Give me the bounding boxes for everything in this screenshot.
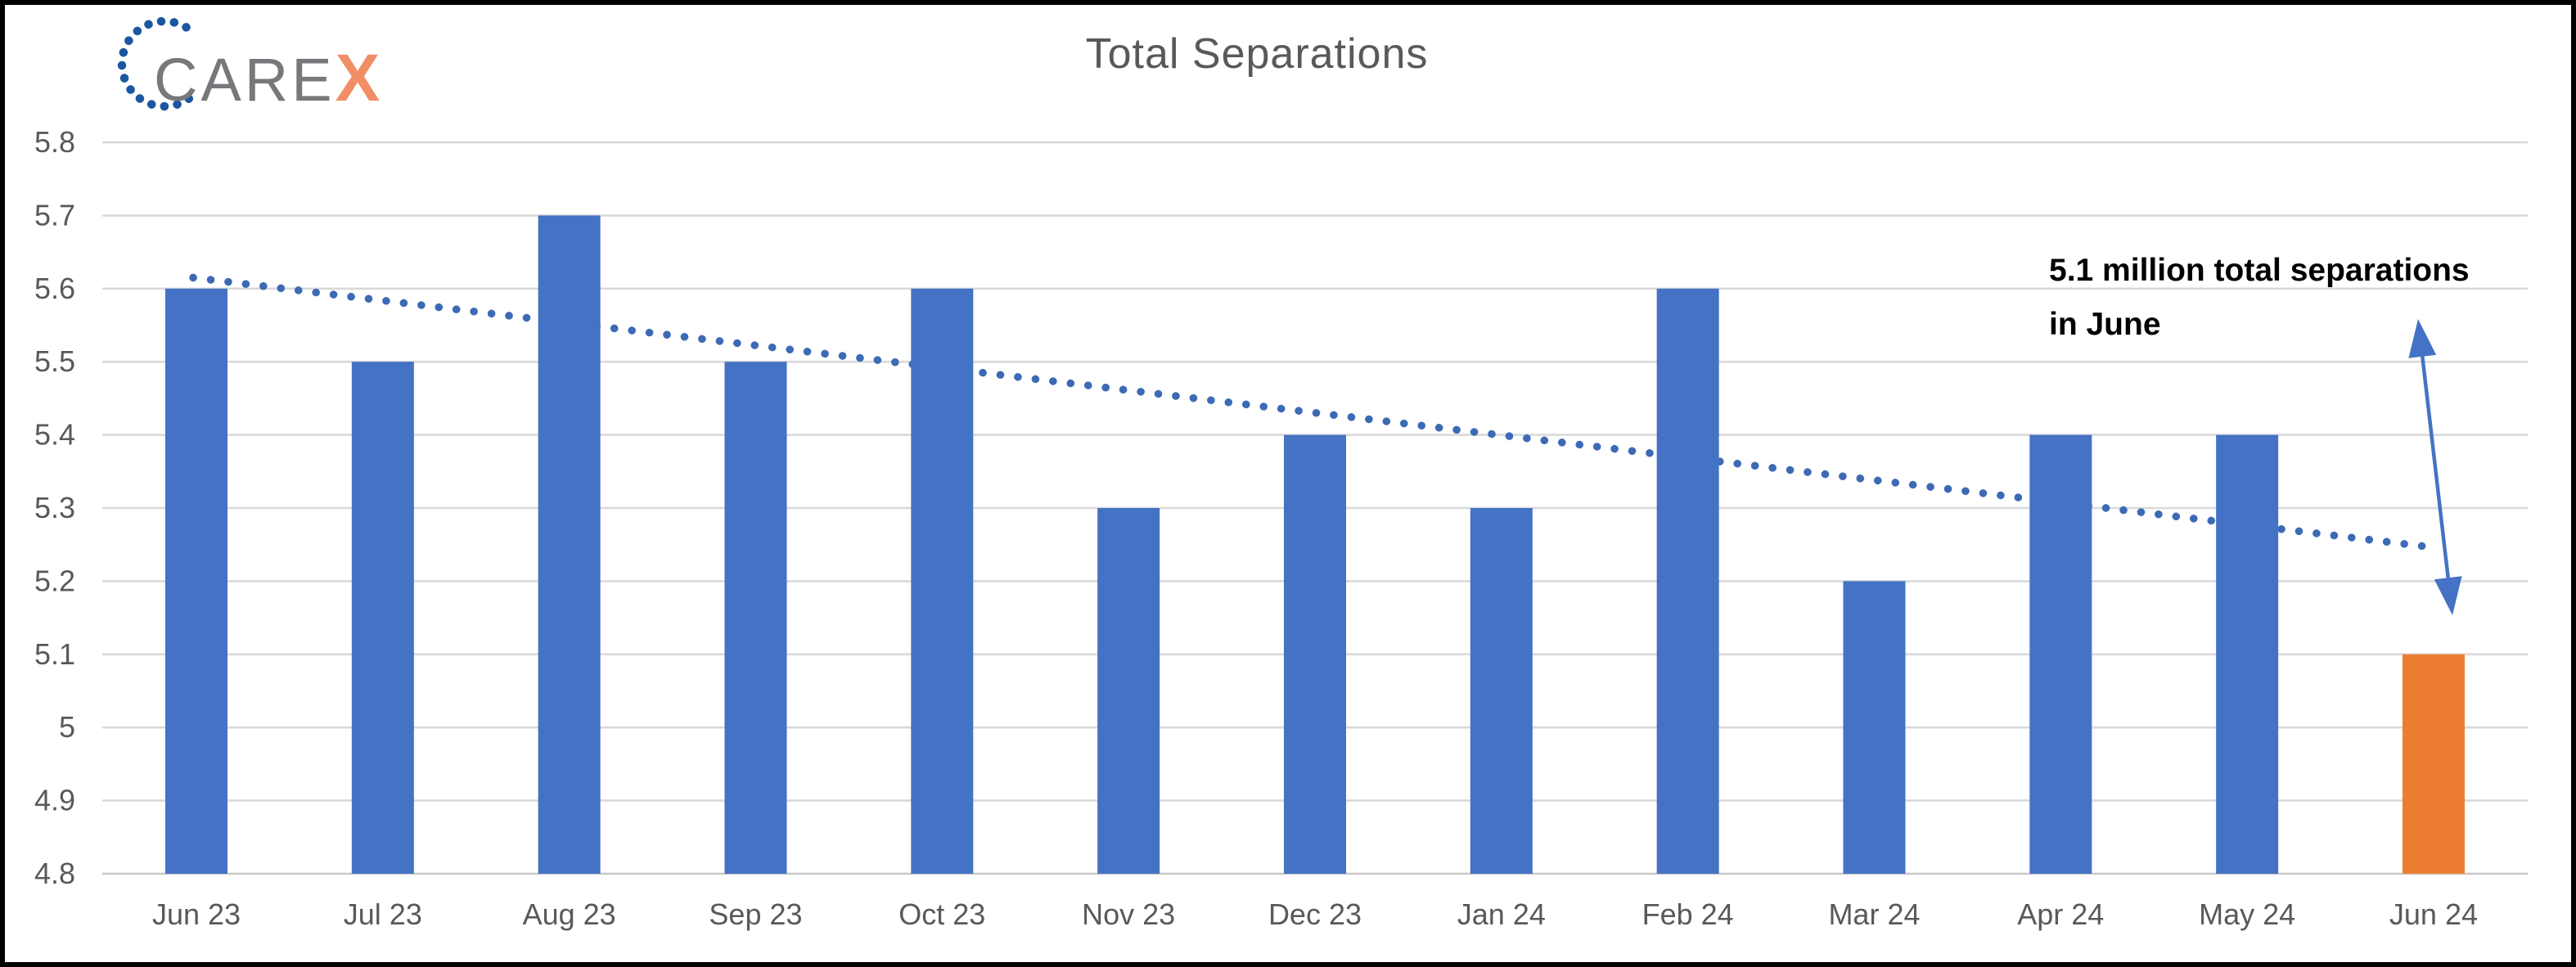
carex-logo: CAREX: [111, 10, 496, 124]
bar-mar-24: [1843, 581, 1906, 874]
bar-apr-24: [2029, 434, 2092, 874]
y-tick-label-5.4: 5.4: [34, 418, 75, 452]
y-tick-label-4.9: 4.9: [34, 784, 75, 817]
y-tick-label-5.7: 5.7: [34, 198, 75, 232]
total-separations-bar-chart: 4.8 4.9 5 5.1 5.2 5.3 5.4 5.5 5.6 5.7 5.8 Jun 23 Jul…: [34, 125, 2528, 931]
x-label-feb-24: Feb 24: [1642, 897, 1734, 931]
callout-arrow-shaft: [2421, 356, 2450, 578]
x-label-dec-23: Dec 23: [1268, 897, 1362, 931]
bar-feb-24: [1656, 288, 1719, 874]
x-label-sep-23: Sep 23: [709, 897, 802, 931]
y-tick-label-5.5: 5.5: [34, 344, 75, 378]
logo-x-text: X: [335, 41, 381, 115]
y-tick-label-5.2: 5.2: [34, 564, 75, 597]
x-label-jan-24: Jan 24: [1457, 897, 1546, 931]
annotation-line2: in June: [2049, 307, 2161, 342]
bar-may-24: [2216, 434, 2279, 874]
x-label-aug-23: Aug 23: [523, 897, 616, 931]
y-tick-label-5.6: 5.6: [34, 272, 75, 305]
callout-arrow-head-down: [2434, 576, 2462, 615]
y-tick-label-5.1: 5.1: [34, 637, 75, 671]
bar-aug-23: [538, 215, 601, 874]
bar-sep-23: [724, 362, 787, 874]
x-label-may-24: May 24: [2199, 897, 2295, 931]
bar-oct-23: [911, 288, 974, 874]
x-label-nov-23: Nov 23: [1082, 897, 1175, 931]
x-label-mar-24: Mar 24: [1828, 897, 1920, 931]
x-label-jul-23: Jul 23: [344, 897, 422, 931]
bar-dec-23: [1283, 434, 1346, 874]
y-tick-label-5: 5: [59, 710, 75, 744]
callout-arrow-head-up: [2408, 319, 2437, 358]
chart-title: Total Separations: [1085, 30, 1429, 78]
bar-jul-23: [351, 362, 414, 874]
y-tick-label-5.8: 5.8: [34, 125, 75, 159]
x-label-jun-23: Jun 23: [152, 897, 241, 931]
y-tick-label-4.8: 4.8: [34, 857, 75, 890]
bar-nov-23: [1097, 508, 1160, 874]
bar-jan-24: [1470, 508, 1533, 874]
logo-dotted-circle-icon: [117, 16, 194, 111]
annotation-line1: 5.1 million total separations: [2049, 253, 2470, 288]
logo-care-text: CARE: [154, 46, 336, 114]
annotation-callout: 5.1 million total separations in June: [2049, 244, 2556, 352]
bar-jun-23: [165, 288, 227, 874]
x-label-jun-24: Jun 24: [2389, 897, 2478, 931]
y-tick-label-5.3: 5.3: [34, 491, 75, 524]
bar-jun-24: [2402, 654, 2465, 874]
logo-wordmark: CAREX: [154, 45, 380, 127]
x-label-apr-24: Apr 24: [2017, 897, 2104, 931]
x-label-oct-23: Oct 23: [898, 897, 985, 931]
